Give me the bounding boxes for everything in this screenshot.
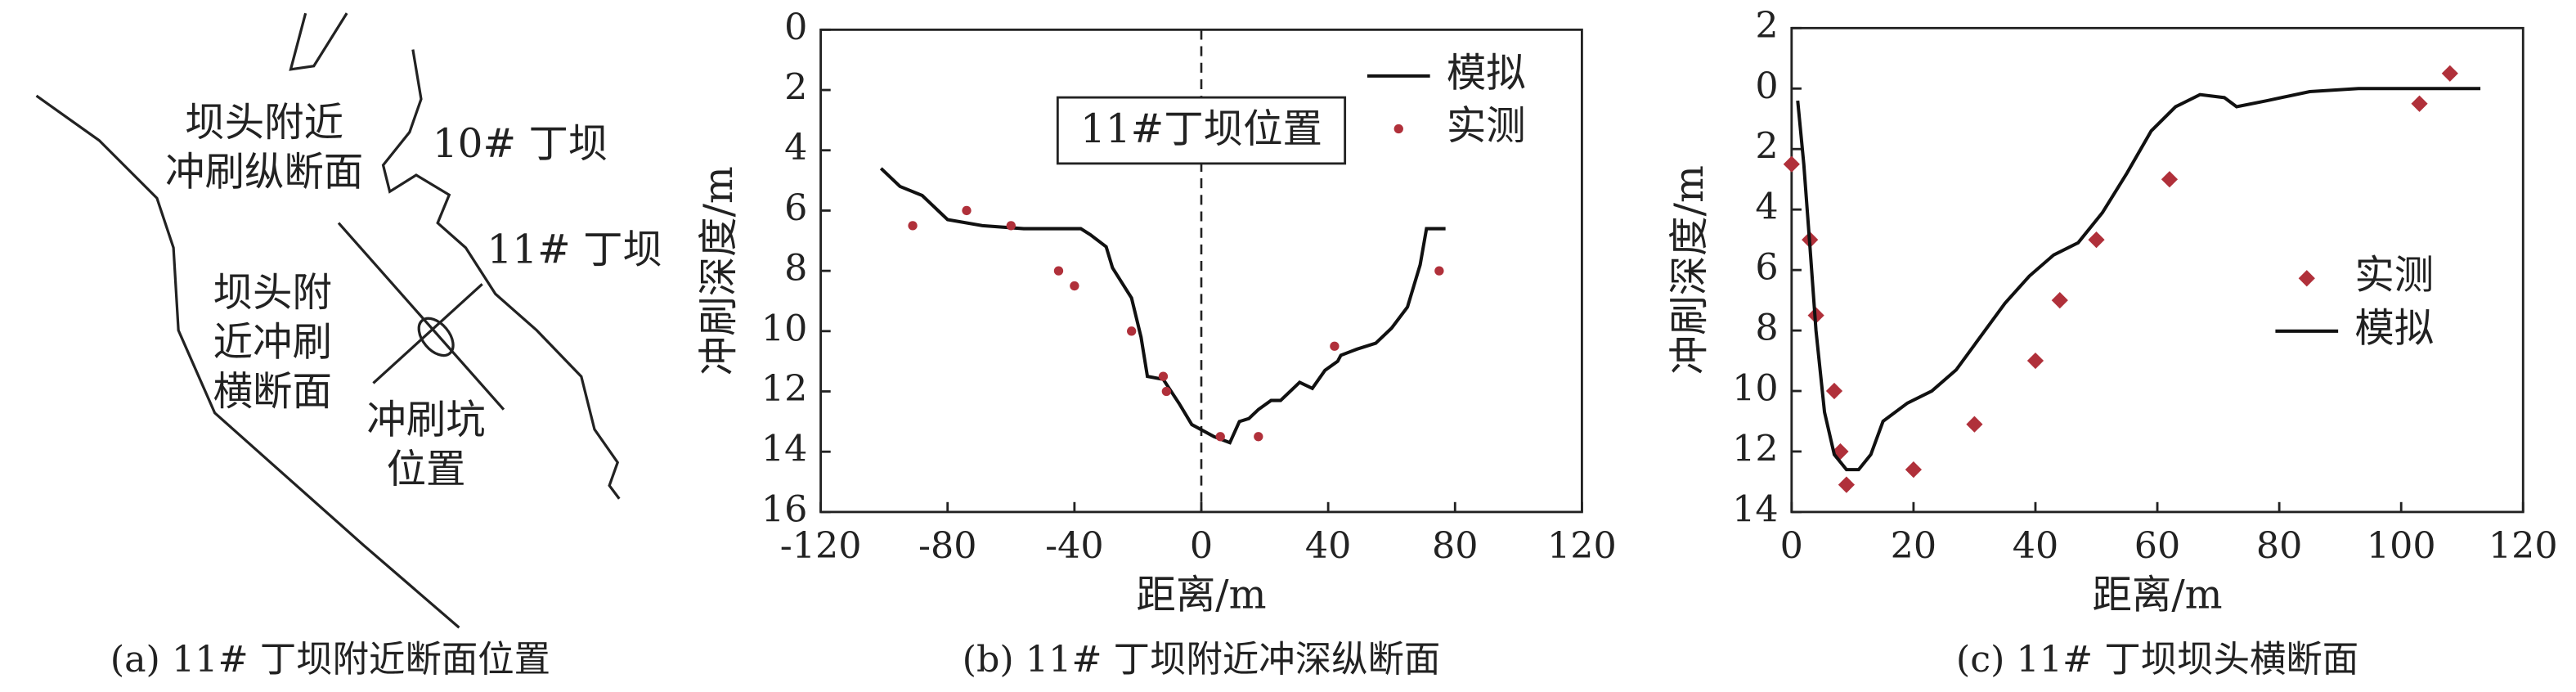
map-label: 11# 丁坝: [487, 227, 663, 272]
cross-section: [372, 283, 483, 384]
x-axis-label: 距离/m: [2092, 572, 2222, 618]
annotation: 11#丁坝位置: [1080, 106, 1322, 152]
legend-marker: [1393, 124, 1403, 134]
longitudinal-section: [337, 222, 505, 411]
map-label: 10# 丁坝: [433, 121, 608, 167]
x-tick-label: 40: [2013, 525, 2059, 567]
map-label: 近冲刷: [213, 319, 332, 365]
x-tick-label: 80: [1432, 525, 1479, 567]
map-label: 坝头附近: [185, 100, 343, 146]
y-tick-label: 12: [761, 368, 808, 410]
legend-label: 实测: [2354, 253, 2434, 299]
data-point: [1215, 432, 1225, 442]
data-point: [1783, 155, 1800, 173]
data-point: [2161, 171, 2179, 188]
x-tick-label: 120: [2488, 525, 2558, 567]
data-point: [1127, 326, 1137, 336]
x-tick-label: -120: [780, 525, 862, 567]
data-point: [2411, 95, 2428, 112]
x-tick-label: 40: [1305, 525, 1352, 567]
scour-hole: [417, 317, 455, 357]
x-tick-label: 120: [1547, 525, 1617, 567]
x-tick-label: 60: [2134, 525, 2181, 567]
data-point: [1006, 221, 1016, 231]
map-label: 坝头附: [213, 270, 332, 316]
y-tick-label: 14: [761, 429, 808, 470]
spur-10-top: [289, 12, 348, 71]
y-tick-label: 6: [1755, 247, 1778, 289]
data-line: [1796, 87, 2481, 472]
data-point: [2088, 231, 2105, 249]
data-point: [1254, 432, 1263, 442]
data-point: [2026, 352, 2044, 370]
data-point: [1966, 416, 1983, 433]
y-tick-label: 0: [784, 7, 807, 48]
data-point: [1070, 281, 1079, 291]
left-bank: [35, 94, 460, 629]
map-label: 位置: [387, 447, 466, 492]
map-label: 横断面: [213, 369, 332, 415]
x-tick-label: -40: [1045, 525, 1104, 567]
y-tick-label: 2: [1755, 126, 1778, 168]
y-tick-label: 12: [1732, 428, 1779, 470]
data-point: [2441, 65, 2458, 82]
y-tick-label: 10: [1732, 368, 1779, 410]
legend-label: 模拟: [2354, 305, 2434, 351]
data-point: [962, 205, 972, 216]
y-tick-label: 8: [784, 248, 807, 290]
data-point: [1825, 382, 1843, 400]
x-tick-label: 0: [1780, 525, 1803, 567]
legend-label: 实测: [1447, 103, 1526, 149]
data-point: [1838, 476, 1856, 493]
x-tick-label: 0: [1190, 525, 1213, 567]
y-axis-label: 冲刷深度/m: [696, 166, 742, 375]
site-map: [35, 12, 621, 629]
right-bank: [381, 49, 621, 500]
y-tick-label: 14: [1732, 488, 1779, 530]
x-axis-label: 距离/m: [1136, 572, 1266, 618]
data-point: [908, 221, 918, 231]
data-point: [1434, 266, 1444, 276]
data-point: [2051, 292, 2068, 309]
caption: (c) 11# 丁坝坝头横断面: [1956, 639, 2358, 681]
data-point: [1905, 461, 1922, 479]
y-tick-label: 0: [1755, 65, 1778, 107]
data-point: [1053, 266, 1064, 276]
y-tick-label: 10: [761, 308, 808, 349]
y-tick-label: 8: [1755, 308, 1778, 349]
data-point: [1161, 386, 1171, 397]
x-tick-label: 20: [1891, 525, 1937, 567]
y-tick-label: 6: [784, 187, 807, 229]
y-tick-label: 4: [1755, 186, 1778, 228]
annotation-box: [1056, 96, 1347, 165]
y-tick-label: 2: [1755, 5, 1778, 47]
y-tick-label: 16: [761, 488, 808, 530]
data-point: [1158, 371, 1169, 381]
caption: (a) 11# 丁坝附近断面位置: [110, 639, 550, 681]
y-tick-label: 4: [784, 127, 807, 169]
data-point: [1330, 341, 1340, 351]
caption: (b) 11# 丁坝附近冲深纵断面: [963, 639, 1441, 681]
map-label: 冲刷坑: [366, 397, 485, 443]
x-tick-label: -80: [918, 525, 977, 567]
map-label: 冲刷纵断面: [165, 150, 363, 195]
x-tick-label: 80: [2256, 525, 2303, 567]
x-tick-label: 100: [2367, 525, 2436, 567]
data-line: [879, 167, 1446, 445]
legend-label: 模拟: [1447, 50, 1526, 96]
y-axis-label: 冲刷深度/m: [1667, 165, 1712, 375]
legend-marker: [2298, 270, 2315, 287]
y-tick-label: 2: [784, 67, 807, 109]
